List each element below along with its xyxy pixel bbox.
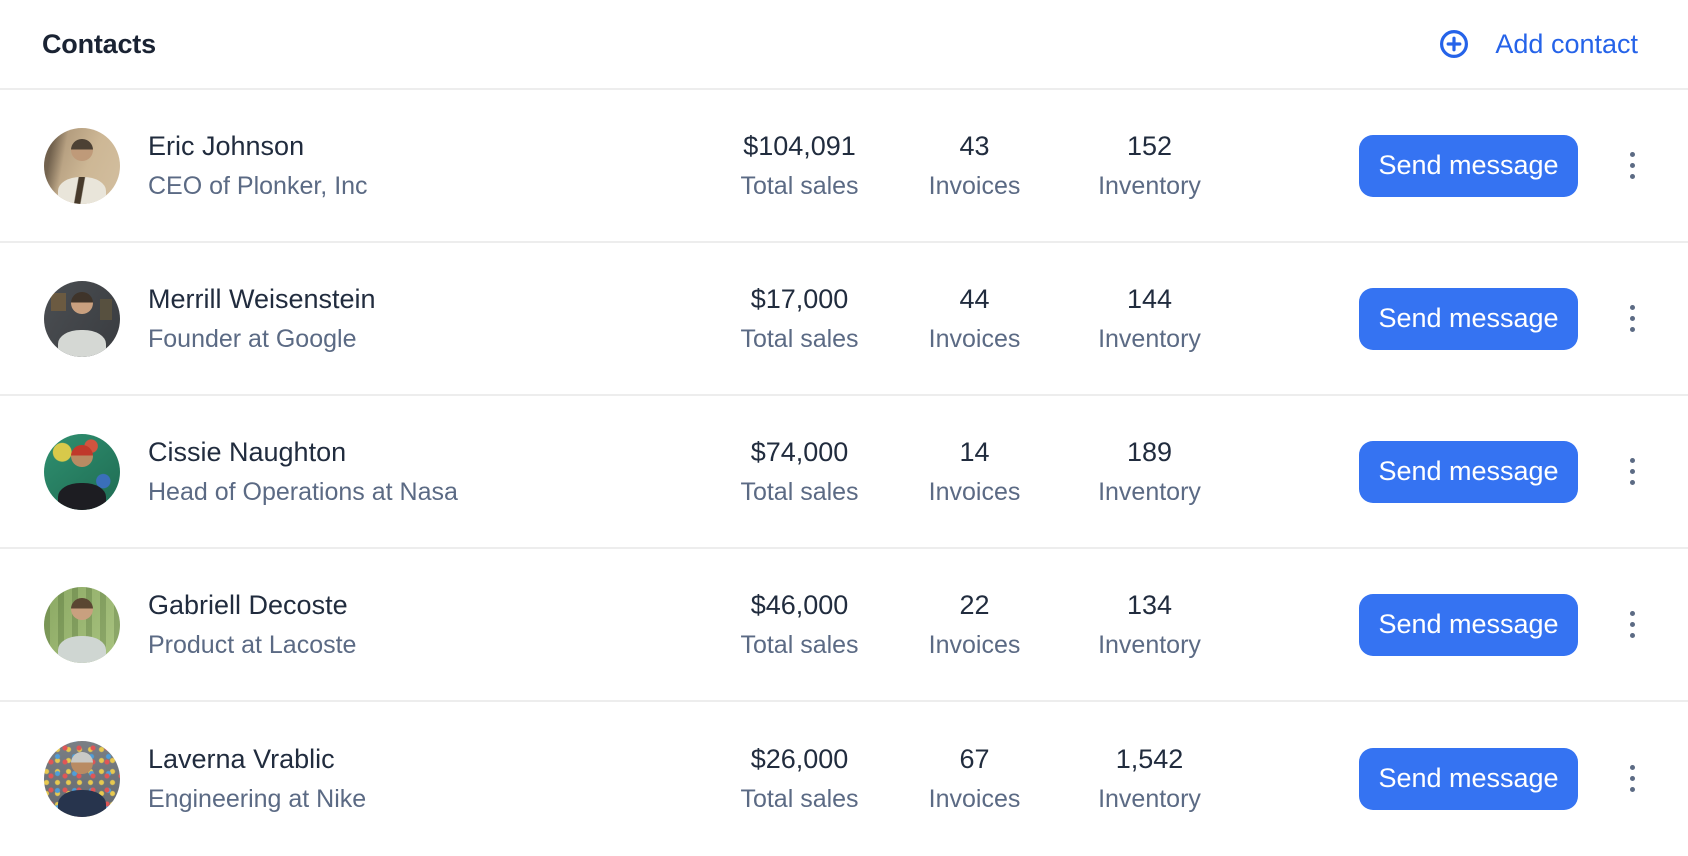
invoices-label: Invoices <box>928 477 1021 506</box>
contact-row: Gabriell Decoste Product at Lacoste $46,… <box>0 549 1688 702</box>
avatar <box>44 280 120 357</box>
contact-info: Cissie Naughton Head of Operations at Na… <box>44 433 712 510</box>
contact-title: Engineering at Nike <box>148 784 367 813</box>
contact-name: Gabriell Decoste <box>148 589 348 620</box>
contacts-list: Eric Johnson CEO of Plonker, Inc $104,09… <box>0 90 1688 855</box>
total-sales-stat: $74,000 Total sales <box>712 437 887 507</box>
contact-info: Gabriell Decoste Product at Lacoste <box>44 586 712 663</box>
kebab-icon <box>1629 611 1635 638</box>
contact-title: Head of Operations at Nasa <box>148 477 458 506</box>
invoices-value: 67 <box>959 743 990 774</box>
avatar <box>44 586 120 663</box>
contact-info: Laverna Vrablic Engineering at Nike <box>44 740 712 817</box>
contact-name: Eric Johnson <box>148 130 305 161</box>
contact-name: Laverna Vrablic <box>148 743 335 774</box>
inventory-stat: 189 Inventory <box>1062 437 1237 507</box>
inventory-value: 144 <box>1126 283 1173 314</box>
total-sales-stat: $26,000 Total sales <box>712 744 887 814</box>
inventory-label: Inventory <box>1098 630 1201 659</box>
contact-name: Cissie Naughton <box>148 436 347 467</box>
avatar <box>44 740 120 817</box>
inventory-stat: 134 Inventory <box>1062 590 1237 660</box>
add-contact-label: Add contact <box>1495 28 1638 59</box>
inventory-stat: 144 Inventory <box>1062 284 1237 354</box>
invoices-value: 43 <box>959 130 990 161</box>
inventory-value: 134 <box>1126 589 1173 620</box>
avatar <box>44 127 120 204</box>
inventory-label: Inventory <box>1098 784 1201 813</box>
row-menu-button[interactable] <box>1617 599 1647 651</box>
page-header: Contacts Add contact <box>0 0 1688 90</box>
total-sales-value: $17,000 <box>750 283 849 314</box>
invoices-value: 22 <box>959 589 990 620</box>
contact-info: Merrill Weisenstein Founder at Google <box>44 280 712 357</box>
contact-row: Cissie Naughton Head of Operations at Na… <box>0 396 1688 549</box>
invoices-stat: 22 Invoices <box>887 590 1062 660</box>
contact-title: CEO of Plonker, Inc <box>148 171 368 200</box>
total-sales-stat: $46,000 Total sales <box>712 590 887 660</box>
send-message-button[interactable]: Send message <box>1359 747 1578 810</box>
total-sales-stat: $17,000 Total sales <box>712 284 887 354</box>
total-sales-stat: $104,091 Total sales <box>712 131 887 201</box>
inventory-stat: 1,542 Inventory <box>1062 744 1237 814</box>
invoices-stat: 44 Invoices <box>887 284 1062 354</box>
row-menu-button[interactable] <box>1617 446 1647 498</box>
total-sales-value: $26,000 <box>750 743 849 774</box>
invoices-stat: 67 Invoices <box>887 744 1062 814</box>
invoices-label: Invoices <box>928 171 1021 200</box>
total-sales-value: $46,000 <box>750 589 849 620</box>
inventory-label: Inventory <box>1098 324 1201 353</box>
contact-row: Laverna Vrablic Engineering at Nike $26,… <box>0 702 1688 855</box>
row-menu-button[interactable] <box>1617 753 1647 805</box>
total-sales-label: Total sales <box>740 171 859 200</box>
inventory-value: 189 <box>1126 436 1173 467</box>
total-sales-value: $104,091 <box>743 130 856 161</box>
contact-row: Eric Johnson CEO of Plonker, Inc $104,09… <box>0 90 1688 243</box>
send-message-button[interactable]: Send message <box>1359 440 1578 503</box>
add-contact-button[interactable]: Add contact <box>1439 29 1638 60</box>
row-menu-button[interactable] <box>1617 140 1647 192</box>
invoices-stat: 14 Invoices <box>887 437 1062 507</box>
inventory-label: Inventory <box>1098 477 1201 506</box>
kebab-icon <box>1629 305 1635 332</box>
send-message-button[interactable]: Send message <box>1359 134 1578 197</box>
send-message-button[interactable]: Send message <box>1359 287 1578 350</box>
plus-circle-icon <box>1439 29 1469 59</box>
row-menu-button[interactable] <box>1617 293 1647 345</box>
invoices-label: Invoices <box>928 324 1021 353</box>
invoices-value: 14 <box>959 436 990 467</box>
contact-title: Founder at Google <box>148 324 357 353</box>
inventory-value: 152 <box>1126 130 1173 161</box>
contact-name: Merrill Weisenstein <box>148 283 376 314</box>
invoices-label: Invoices <box>928 784 1021 813</box>
contact-row: Merrill Weisenstein Founder at Google $1… <box>0 243 1688 396</box>
total-sales-label: Total sales <box>740 477 859 506</box>
contact-title: Product at Lacoste <box>148 630 357 659</box>
avatar <box>44 433 120 510</box>
total-sales-label: Total sales <box>740 784 859 813</box>
inventory-value: 1,542 <box>1115 743 1184 774</box>
page-title: Contacts <box>42 28 156 59</box>
inventory-label: Inventory <box>1098 171 1201 200</box>
contact-info: Eric Johnson CEO of Plonker, Inc <box>44 127 712 204</box>
invoices-stat: 43 Invoices <box>887 131 1062 201</box>
total-sales-label: Total sales <box>740 630 859 659</box>
inventory-stat: 152 Inventory <box>1062 131 1237 201</box>
kebab-icon <box>1629 458 1635 485</box>
invoices-value: 44 <box>959 283 990 314</box>
kebab-icon <box>1629 765 1635 792</box>
send-message-button[interactable]: Send message <box>1359 593 1578 656</box>
invoices-label: Invoices <box>928 630 1021 659</box>
total-sales-value: $74,000 <box>750 436 849 467</box>
total-sales-label: Total sales <box>740 324 859 353</box>
kebab-icon <box>1629 152 1635 179</box>
